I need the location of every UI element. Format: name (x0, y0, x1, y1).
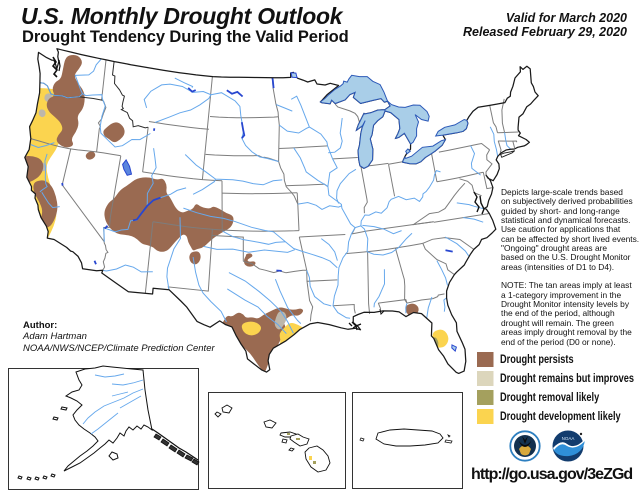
svg-text:NOAA: NOAA (562, 436, 575, 441)
